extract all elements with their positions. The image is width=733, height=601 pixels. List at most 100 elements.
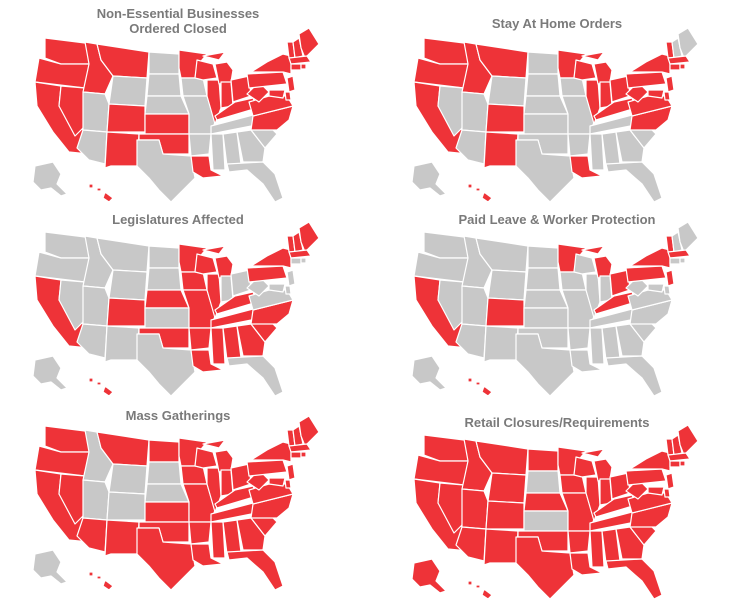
state-ri — [300, 257, 307, 264]
state-nj — [665, 472, 675, 490]
state-nv — [58, 279, 86, 331]
state-ia — [559, 77, 587, 97]
state-tx — [515, 139, 575, 203]
state-hi — [88, 183, 114, 203]
state-sd — [146, 73, 182, 97]
state-wi — [573, 59, 597, 81]
state-ak — [32, 355, 68, 391]
map-panel-retail-closures: Retail Closures/Requirements — [392, 405, 722, 600]
state-de — [284, 285, 292, 295]
state-ny — [629, 450, 671, 472]
state-nj — [665, 269, 675, 287]
state-ma — [288, 443, 312, 453]
state-me — [677, 221, 699, 253]
state-ri — [300, 63, 307, 70]
state-hi — [88, 377, 114, 397]
state-ma — [667, 55, 691, 65]
state-md — [647, 89, 665, 99]
state-ny — [250, 53, 292, 75]
state-nj — [286, 463, 296, 481]
panel-title: Stay At Home Orders — [491, 16, 623, 31]
state-ct — [290, 257, 302, 265]
state-ak — [32, 549, 68, 585]
us-states-map — [32, 415, 320, 591]
state-wy — [487, 269, 527, 301]
map-panel-stay-at-home: Stay At Home Orders — [392, 6, 722, 203]
us-states-map — [411, 424, 699, 600]
state-co — [485, 297, 525, 327]
state-sd — [146, 461, 182, 485]
state-pa — [246, 265, 288, 283]
state-ks — [144, 113, 190, 135]
state-nj — [665, 75, 675, 93]
state-wi — [194, 253, 218, 275]
state-ks — [523, 510, 569, 532]
state-az — [76, 129, 108, 165]
state-ar — [567, 530, 591, 554]
panel-title: Legislatures Affected — [112, 212, 244, 227]
state-ne — [144, 483, 190, 503]
state-ia — [559, 271, 587, 291]
state-ut — [82, 479, 110, 521]
state-la — [190, 349, 224, 373]
state-az — [76, 517, 108, 553]
state-co — [485, 500, 525, 530]
state-hi — [467, 580, 493, 600]
state-de — [284, 479, 292, 489]
state-ri — [679, 257, 686, 264]
state-az — [455, 323, 487, 359]
state-ut — [461, 488, 489, 530]
state-ne — [144, 289, 190, 309]
panel-title: Non-Essential Businesses Ordered Closed — [96, 6, 260, 36]
state-de — [663, 488, 671, 498]
state-ut — [82, 285, 110, 327]
state-me — [677, 424, 699, 456]
state-ri — [679, 63, 686, 70]
state-ct — [290, 451, 302, 459]
panel-title: Mass Gatherings — [125, 408, 231, 423]
state-nd — [148, 439, 180, 463]
state-ak — [411, 161, 447, 197]
state-nm — [483, 325, 519, 363]
state-ga — [236, 129, 266, 163]
state-ar — [567, 327, 591, 351]
state-ks — [144, 501, 190, 523]
state-pa — [625, 468, 667, 486]
state-hi — [467, 377, 493, 397]
state-wi — [573, 253, 597, 275]
state-pa — [246, 459, 288, 477]
state-co — [106, 103, 146, 133]
map-panel-legislatures-affected: Legislatures Affected — [13, 204, 343, 397]
state-tx — [136, 333, 196, 397]
state-ms — [210, 327, 226, 365]
state-de — [284, 91, 292, 101]
state-ak — [32, 161, 68, 197]
state-co — [106, 491, 146, 521]
state-fl — [605, 161, 663, 203]
state-md — [647, 486, 665, 496]
state-co — [485, 103, 525, 133]
state-de — [663, 285, 671, 295]
state-wy — [108, 75, 148, 107]
state-ms — [210, 133, 226, 171]
state-nv — [437, 85, 465, 137]
state-ut — [461, 91, 489, 133]
state-nv — [58, 473, 86, 525]
state-ga — [236, 323, 266, 357]
state-ks — [523, 113, 569, 135]
state-ne — [523, 289, 569, 309]
state-me — [298, 27, 320, 59]
state-nm — [483, 528, 519, 566]
state-nm — [104, 519, 140, 557]
state-wi — [194, 59, 218, 81]
state-ar — [567, 133, 591, 157]
state-ct — [669, 63, 681, 71]
state-ri — [679, 460, 686, 467]
state-wy — [487, 75, 527, 107]
state-ny — [250, 441, 292, 463]
state-ms — [589, 327, 605, 365]
state-ga — [236, 517, 266, 551]
state-ms — [210, 521, 226, 559]
state-md — [647, 283, 665, 293]
state-fl — [226, 161, 284, 203]
